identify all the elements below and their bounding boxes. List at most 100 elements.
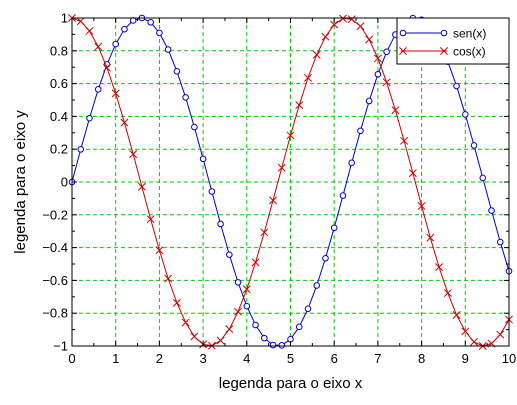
- data-point-cos-x: [277, 163, 286, 172]
- y-tick-label: −1: [53, 339, 68, 354]
- x-tick-label: 0: [68, 351, 75, 366]
- data-point-sen-x: [121, 25, 128, 33]
- x-tick-label: 1: [112, 351, 119, 366]
- y-tick-label: 0: [61, 175, 68, 190]
- data-point-cos-x: [137, 182, 146, 191]
- y-tick-label: 1: [61, 11, 68, 26]
- data-point-sen-x: [191, 123, 198, 131]
- data-point-cos-x: [225, 325, 234, 334]
- data-point-cos-x: [120, 118, 129, 127]
- y-tick-label: −0.4: [42, 240, 68, 255]
- data-point-sen-x: [462, 111, 469, 118]
- data-point-sen-x: [488, 207, 495, 214]
- y-tick-label: 0.4: [50, 109, 68, 124]
- data-point-sen-x: [470, 142, 478, 149]
- ticks: 0 1 2 3 4 5 6 7 8 9 10 −1 −0.8 −0.6 −0.4 −0.2 0 0.2 0.4 0.6…: [42, 11, 516, 367]
- data-point-sen-x: [217, 220, 224, 228]
- data-point-cos-x: [400, 136, 409, 145]
- data-point-cos-x: [94, 42, 103, 51]
- data-point-cos-x: [347, 15, 356, 24]
- data-point-cos-x: [242, 285, 251, 294]
- data-point-sen-x: [453, 82, 460, 90]
- data-point-cos-x: [426, 233, 435, 242]
- legend-marker: [440, 47, 448, 55]
- data-point-cos-x: [321, 32, 330, 41]
- data-point-cos-x: [452, 311, 461, 319]
- x-tick-label: 9: [462, 351, 469, 366]
- data-point-cos-x: [76, 17, 85, 26]
- data-point-cos-x: [286, 131, 295, 140]
- data-point-sen-x: [243, 302, 251, 310]
- legend-label: cos(x): [453, 45, 486, 59]
- data-point-cos-x: [234, 307, 243, 316]
- data-point-cos-x: [356, 22, 365, 31]
- data-point-cos-x: [461, 327, 470, 336]
- y-tick-label: −0.2: [42, 207, 68, 222]
- y-axis-label: legenda para o eixo y: [12, 110, 29, 254]
- y-tick-label: 0.6: [50, 76, 68, 91]
- data-point-sen-x: [357, 127, 364, 135]
- data-point-cos-x: [111, 89, 120, 98]
- data-point-sen-x: [295, 323, 303, 331]
- data-point-cos-x: [391, 106, 400, 115]
- data-point-sen-x: [374, 70, 382, 78]
- data-point-sen-x: [234, 279, 242, 286]
- legend-marker: [399, 47, 407, 55]
- data-point-cos-x: [417, 201, 426, 210]
- data-point-sen-x: [260, 334, 268, 342]
- data-point-sen-x: [322, 254, 329, 262]
- data-point-sen-x: [479, 174, 487, 182]
- data-point-cos-x: [330, 20, 339, 29]
- data-point-cos-x: [181, 318, 190, 327]
- data-point-cos-x: [295, 101, 304, 110]
- data-point-cos-x: [251, 258, 260, 267]
- data-point-cos-x: [103, 63, 111, 72]
- x-tick-label: 8: [418, 351, 425, 366]
- data-point-sen-x: [77, 146, 85, 153]
- data-point-sen-x: [330, 224, 338, 232]
- legend: sen(x) cos(x): [396, 17, 510, 65]
- data-point-sen-x: [348, 159, 355, 167]
- y-tick-label: −0.8: [42, 306, 68, 321]
- data-point-cos-x: [373, 54, 382, 63]
- data-point-sen-x: [383, 48, 390, 56]
- data-point-sen-x: [365, 97, 373, 105]
- data-point-sen-x: [278, 342, 286, 349]
- data-point-cos-x: [260, 228, 269, 237]
- data-point-cos-x: [155, 246, 164, 255]
- legend-label: sen(x): [453, 27, 486, 41]
- data-point-cos-x: [312, 50, 321, 59]
- data-point-cos-x: [85, 27, 94, 35]
- data-point-sen-x: [252, 321, 259, 329]
- data-point-cos-x: [216, 336, 225, 345]
- x-tick-label: 4: [243, 351, 250, 366]
- data-point-sen-x: [199, 155, 207, 163]
- data-point-sen-x: [173, 68, 181, 75]
- data-point-sen-x: [156, 29, 163, 37]
- x-tick-label: 6: [331, 351, 338, 366]
- data-point-sen-x: [164, 46, 172, 53]
- y-tick-label: −0.6: [42, 273, 68, 288]
- data-point-sen-x: [208, 188, 216, 195]
- data-point-cos-x: [304, 73, 312, 82]
- grid: [72, 18, 509, 346]
- y-tick-label: 0.8: [50, 43, 68, 58]
- data-point-cos-x: [435, 263, 444, 272]
- x-tick-label: 2: [156, 351, 163, 366]
- data-point-sen-x: [112, 40, 119, 48]
- data-point-cos-x: [129, 150, 138, 159]
- x-tick-label: 5: [287, 351, 294, 366]
- data-point-sen-x: [313, 282, 321, 289]
- series-cos-x: [68, 14, 513, 350]
- data-point-sen-x: [147, 18, 154, 26]
- x-tick-label: 7: [374, 351, 381, 366]
- data-point-cos-x: [164, 274, 173, 283]
- data-point-cos-x: [496, 330, 505, 339]
- data-point-sen-x: [226, 251, 233, 258]
- legend-box: [396, 17, 510, 65]
- data-point-cos-x: [146, 215, 155, 224]
- y-tick-label: 0.2: [50, 142, 68, 157]
- data-point-cos-x: [269, 196, 277, 205]
- data-point-cos-x: [470, 337, 478, 346]
